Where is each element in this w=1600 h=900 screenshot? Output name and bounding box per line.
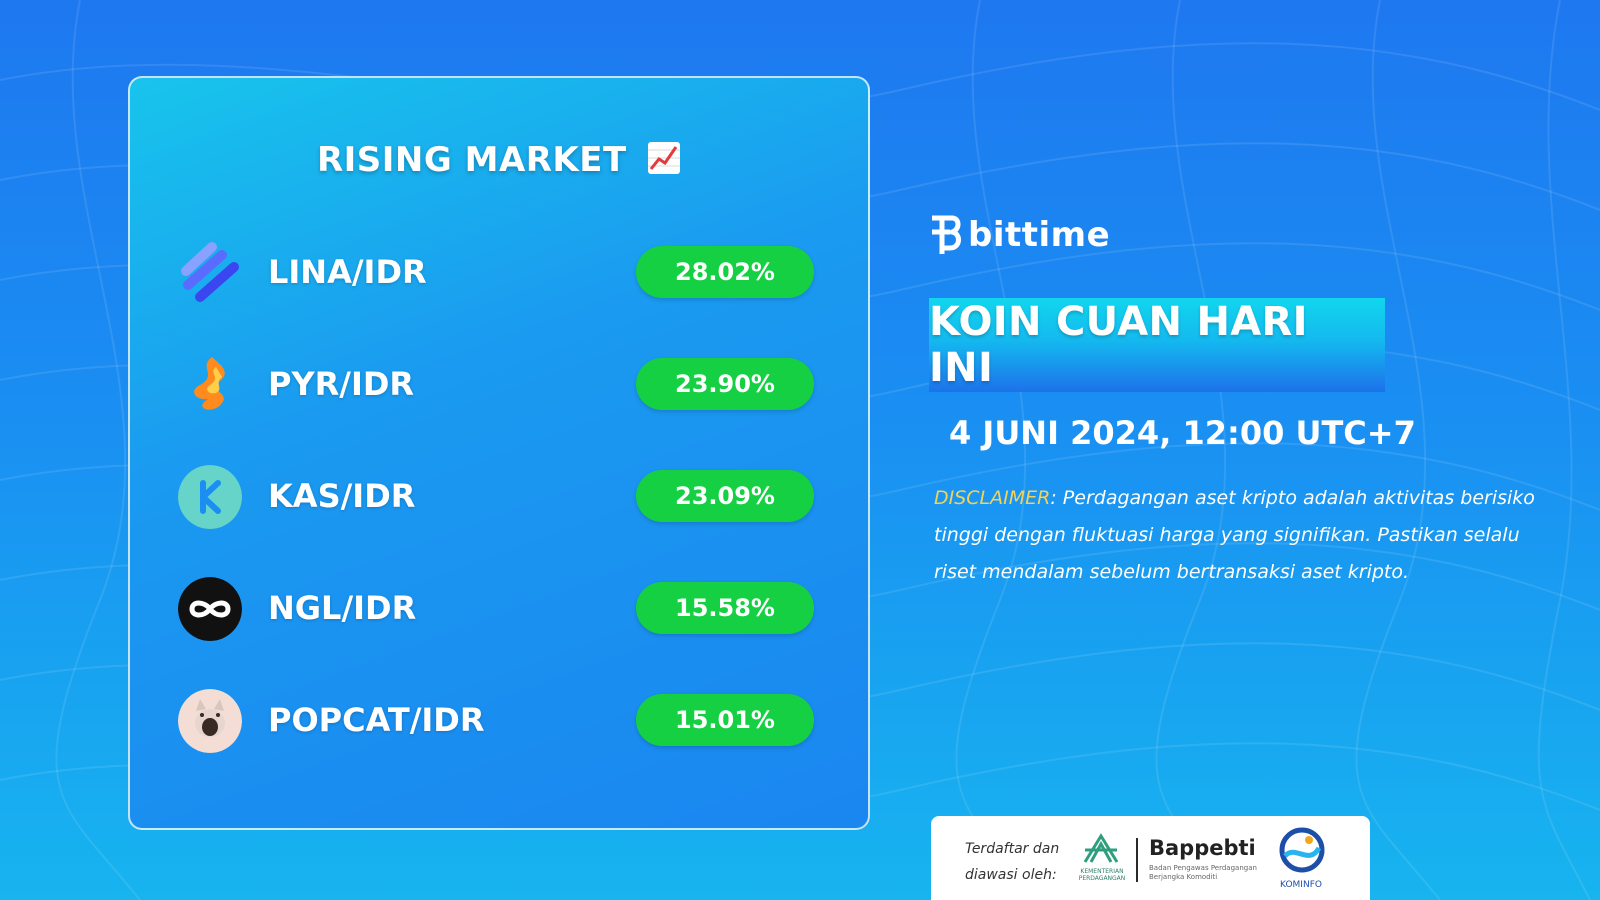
footer-divider [1136,838,1138,882]
bittime-logo-icon [932,215,961,254]
disclaimer-body: : Perdagangan aset kripto adalah aktivit… [934,487,1535,583]
change-badge: 23.09% [636,470,814,522]
pair-label: KAS/IDR [268,477,416,515]
chart-increasing-icon [647,141,681,184]
card-title-text: RISING MARKET [316,140,627,180]
regulator-footer: Terdaftar dan diawasi oleh: KEMENTERIAN … [931,816,1370,900]
change-badge: 15.58% [636,582,814,634]
kemendag-label: KEMENTERIAN PERDAGANGAN [1078,868,1126,882]
pair-label: LINA/IDR [268,253,427,291]
registered-line-2: diawasi oleh: [965,867,1057,883]
change-badge: 28.02% [636,246,814,298]
lina-logo-icon [181,242,239,302]
kominfo-logo-icon [1279,827,1325,873]
brand-name: bittime [968,215,1111,255]
change-badge: 15.01% [636,694,814,746]
headline-text: KOIN CUAN HARI INI [929,299,1308,391]
bappebti-subtitle: Badan Pengawas Perdagangan Berjangka Kom… [1149,864,1257,881]
pair-label: POPCAT/IDR [268,701,485,739]
registered-text: Terdaftar dan diawasi oleh: [965,836,1059,888]
list-item: PYR/IDR 23.90% [178,350,820,420]
list-item: POPCAT/IDR 15.01% [178,686,820,756]
card-title: RISING MARKET [128,140,870,184]
kominfo-label: KOMINFO [1280,880,1322,890]
date-time-label: 4 JUNI 2024, 12:00 UTC+7 [949,414,1416,452]
pair-label: NGL/IDR [268,589,417,627]
kas-logo-icon [178,465,242,529]
list-item: NGL/IDR 15.58% [178,574,820,644]
bappebti-name: Bappebti [1149,836,1256,860]
list-item: KAS/IDR 23.09% [178,462,820,532]
popcat-logo-icon [178,689,242,753]
headline-banner: KOIN CUAN HARI INI [929,298,1385,392]
brand-logo: bittime [928,212,1110,258]
pair-label: PYR/IDR [268,365,415,403]
list-item: LINA/IDR 28.02% [178,238,820,308]
kemendag-logo-icon [1083,833,1119,863]
disclaimer-text: DISCLAIMER: Perdagangan aset kripto adal… [934,480,1544,591]
pyr-logo-icon [194,357,225,410]
ngl-logo-icon [178,577,242,641]
registered-line-1: Terdaftar dan [965,841,1060,857]
disclaimer-label: DISCLAIMER [934,487,1051,509]
change-badge: 23.90% [636,358,814,410]
